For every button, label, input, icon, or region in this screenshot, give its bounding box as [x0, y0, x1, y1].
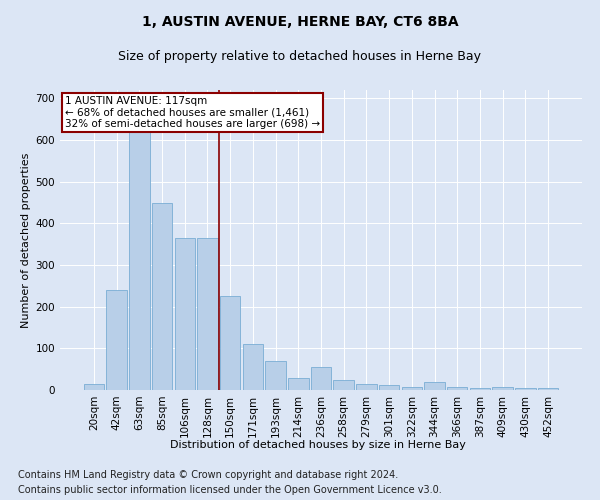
Bar: [515, 388, 536, 390]
Bar: [84, 384, 104, 390]
Bar: [220, 296, 241, 390]
Text: 1 AUSTIN AVENUE: 117sqm
← 68% of detached houses are smaller (1,461)
32% of semi: 1 AUSTIN AVENUE: 117sqm ← 68% of detache…: [65, 96, 320, 129]
Bar: [334, 380, 354, 390]
Bar: [493, 386, 513, 390]
Bar: [175, 238, 195, 390]
Bar: [152, 202, 172, 390]
Bar: [447, 386, 467, 390]
Text: 1, AUSTIN AVENUE, HERNE BAY, CT6 8BA: 1, AUSTIN AVENUE, HERNE BAY, CT6 8BA: [142, 15, 458, 29]
Text: Distribution of detached houses by size in Herne Bay: Distribution of detached houses by size …: [170, 440, 466, 450]
Bar: [356, 384, 377, 390]
Bar: [311, 367, 331, 390]
Bar: [106, 290, 127, 390]
Y-axis label: Number of detached properties: Number of detached properties: [22, 152, 31, 328]
Bar: [129, 132, 149, 390]
Bar: [265, 361, 286, 390]
Bar: [424, 382, 445, 390]
Text: Contains public sector information licensed under the Open Government Licence v3: Contains public sector information licen…: [18, 485, 442, 495]
Bar: [538, 388, 558, 390]
Text: Size of property relative to detached houses in Herne Bay: Size of property relative to detached ho…: [119, 50, 482, 63]
Bar: [288, 378, 308, 390]
Bar: [242, 344, 263, 390]
Bar: [379, 385, 400, 390]
Text: Contains HM Land Registry data © Crown copyright and database right 2024.: Contains HM Land Registry data © Crown c…: [18, 470, 398, 480]
Bar: [470, 388, 490, 390]
Bar: [401, 386, 422, 390]
Bar: [197, 238, 218, 390]
